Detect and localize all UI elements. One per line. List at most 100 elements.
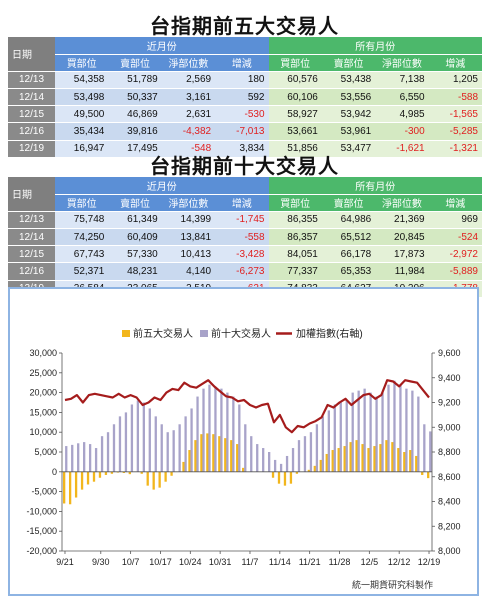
- bar-top10: [411, 390, 414, 472]
- bar-top10: [178, 424, 181, 472]
- bar-top5: [421, 471, 424, 475]
- bar-top5: [98, 471, 102, 478]
- bar-top10: [184, 416, 187, 472]
- table-cell: 180: [215, 71, 269, 90]
- bar-top10: [405, 388, 408, 472]
- bar-top5: [206, 433, 209, 472]
- chart-panel: 前五大交易人 前十大交易人 加權指數(右軸) 30,000 25,000 20,000 1…: [8, 287, 479, 596]
- bar-top5: [313, 465, 316, 472]
- table-cell: 592: [215, 88, 269, 107]
- bar-top10: [262, 448, 265, 472]
- table-cell: -1,745: [215, 211, 269, 230]
- bar-top10: [315, 424, 319, 472]
- column-header: 增減: [215, 194, 269, 212]
- bar-top5: [361, 444, 364, 472]
- x-tick-label: 10/24: [179, 557, 202, 567]
- date-header: 日期: [8, 37, 55, 72]
- table-cell: -300: [375, 122, 429, 141]
- table-cell: 7,138: [375, 71, 429, 90]
- table-cell: 3,161: [161, 88, 216, 107]
- table-row: 12/13 75,748 61,349 14,399 -1,745 86,355 64,98…: [8, 211, 482, 230]
- combo-chart: 前五大交易人 前十大交易人 加權指數(右軸) 30,000 25,000 20,000 1…: [26, 327, 461, 590]
- column-header: 增減: [428, 54, 482, 72]
- column-header: 買部位: [268, 54, 322, 72]
- bar-top5: [152, 471, 155, 490]
- table-cell: 60,106: [268, 88, 322, 107]
- group-header-near-month: 近月份: [55, 37, 269, 55]
- table-cell: 3,834: [215, 140, 269, 158]
- bar-top10: [291, 448, 295, 472]
- bar-top10: [279, 463, 283, 472]
- table-row: 12/13 54,358 51,789 2,569 180 60,576 53,438 7,1…: [8, 71, 482, 90]
- bar-top10: [77, 443, 80, 472]
- bar-top5: [403, 452, 406, 472]
- bar-top5: [331, 450, 334, 472]
- column-header: 增減: [428, 194, 482, 212]
- y2-tick-label: 9,400: [438, 373, 461, 383]
- bar-top5: [415, 455, 418, 472]
- table-cell: 35,434: [55, 122, 109, 141]
- x-tick-label: 11/7: [242, 557, 259, 567]
- table-cell: 53,438: [321, 71, 376, 90]
- table-cell: -1,565: [428, 105, 482, 124]
- column-header: 賣部位: [108, 54, 162, 72]
- table-cell: 53,961: [321, 122, 376, 141]
- bar-top10: [327, 410, 330, 472]
- bar-top10: [375, 396, 378, 472]
- bar-top5: [200, 434, 203, 472]
- bar-top5: [140, 471, 143, 474]
- bar-top5: [379, 444, 382, 472]
- group-header-all-months: 所有月份: [268, 177, 482, 195]
- bar-top5: [212, 434, 215, 472]
- bar-top10: [226, 392, 229, 472]
- table-cell: -4,382: [161, 122, 216, 141]
- bar-top10: [65, 446, 68, 472]
- y-tick-label: -5,000: [31, 487, 57, 497]
- row-date: 12/14: [8, 228, 55, 247]
- bar-top10: [142, 402, 145, 472]
- bar-top5: [80, 471, 84, 490]
- table-cell: 6,550: [375, 88, 429, 107]
- bar-top5: [289, 471, 293, 484]
- bar-top5: [86, 471, 90, 485]
- bar-top10: [309, 432, 313, 472]
- table-cell: 60,409: [108, 228, 162, 247]
- column-header: 淨部位數: [375, 194, 429, 212]
- bar-top10: [244, 424, 247, 472]
- table-cell: 53,477: [321, 140, 376, 158]
- table-cell: 1,205: [428, 71, 482, 90]
- table-cell: -5,889: [428, 262, 482, 281]
- bar-top5: [307, 469, 310, 472]
- bar-top10: [303, 436, 307, 472]
- bar-top10: [387, 384, 390, 472]
- y-tick-label: 10,000: [29, 427, 57, 437]
- table-cell: 86,357: [268, 228, 322, 247]
- bar-top10: [417, 396, 420, 472]
- table-cell: 60,576: [268, 71, 322, 90]
- table-row: 12/15 67,743 57,330 10,413 -3,428 84,051 66,17…: [8, 245, 482, 264]
- bar-top10: [351, 392, 354, 472]
- table-cell: -1,621: [375, 140, 429, 158]
- bar-top5: [68, 471, 72, 505]
- row-date: 12/13: [8, 71, 55, 90]
- bar-top5: [170, 471, 173, 476]
- bar-top5: [271, 471, 275, 478]
- table-row: 12/16 52,371 48,231 4,140 -6,273 77,337 65,353…: [8, 262, 482, 281]
- table-cell: -558: [215, 228, 269, 247]
- legend-swatch: [200, 330, 208, 337]
- table-cell: 49,500: [55, 105, 109, 124]
- x-tick-label: 11/21: [299, 557, 321, 567]
- table-cell: 61,349: [108, 211, 162, 230]
- column-header: 賣部位: [321, 194, 376, 212]
- bar-top10: [160, 424, 163, 472]
- table-cell: 11,984: [375, 262, 429, 281]
- bar-top10: [130, 404, 134, 472]
- top5-bars: [63, 433, 430, 505]
- bar-top10: [238, 404, 241, 472]
- bar-top10: [399, 384, 402, 472]
- table-cell: 74,250: [55, 228, 109, 247]
- table-cell: 57,330: [108, 245, 162, 264]
- table-cell: 46,869: [108, 105, 162, 124]
- y2-tick-label: 9,000: [438, 422, 461, 432]
- bar-top10: [214, 386, 217, 472]
